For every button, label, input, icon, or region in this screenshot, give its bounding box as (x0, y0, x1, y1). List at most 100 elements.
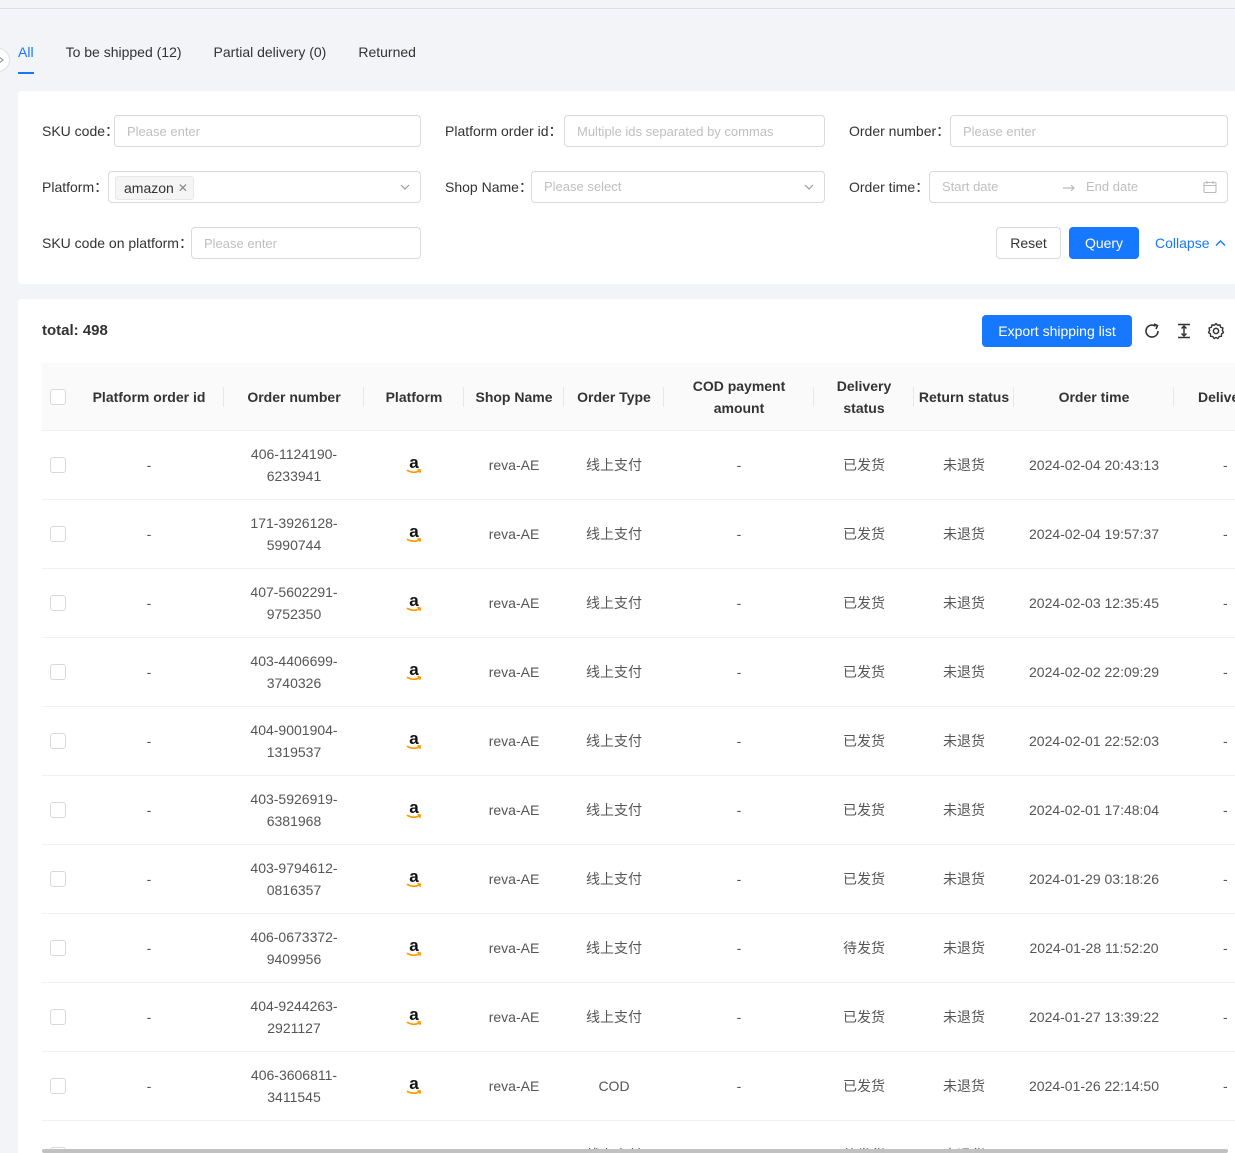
shop-name-cell: reva-AE (488, 664, 540, 680)
amazon-logo-icon: a (409, 1144, 419, 1153)
chevron-up-icon (1215, 240, 1226, 246)
delivery-status-cell: 已发货 (843, 871, 885, 887)
tab-all[interactable]: All (18, 40, 34, 74)
order-number-cell[interactable]: 406-1124190- 6233941 (224, 431, 364, 499)
chevron-down-icon (400, 184, 410, 190)
shop-name-cell: reva-AE (488, 457, 540, 473)
platform-cell: a (364, 1052, 464, 1120)
order-number-line-2: 3740326 (266, 675, 322, 691)
order-time-range-picker[interactable]: Start date End date (929, 171, 1228, 203)
column-height-icon[interactable] (1174, 321, 1194, 341)
row-checkbox-cell (42, 500, 74, 568)
refresh-icon[interactable] (1142, 321, 1162, 341)
horizontal-scrollbar[interactable] (42, 1149, 1228, 1153)
order-number-input[interactable] (950, 115, 1228, 147)
row-checkbox[interactable] (50, 595, 66, 611)
row-checkbox[interactable] (50, 871, 66, 887)
table-row[interactable]: - 406-1124190- 6233941 a reva-AE 线上支付 - … (42, 431, 1235, 500)
query-button[interactable]: Query (1069, 227, 1139, 259)
reset-button[interactable]: Reset (996, 227, 1061, 259)
row-checkbox-cell (42, 431, 74, 499)
order-number-line-2: 3411545 (267, 1089, 321, 1105)
table-row[interactable]: - 406-3606811- 3411545 a reva-AE COD - 已… (42, 1052, 1235, 1121)
row-checkbox-cell (42, 983, 74, 1051)
order-number-cell[interactable]: 404-9244263- 2921127 (224, 983, 364, 1051)
row-checkbox[interactable] (50, 940, 66, 956)
return-status-cell: 未退货 (943, 526, 985, 542)
order-number-line-1: 407-5602291- (250, 584, 338, 600)
order-number-cell[interactable]: 403-5926919- 6381968 (224, 776, 364, 844)
table-row[interactable]: - 403-4406699- 3740326 a reva-AE 线上支付 - … (42, 638, 1235, 707)
orders-table: Platform order id Order number Platform … (42, 363, 1235, 1153)
delivery-status-cell: 待发货 (843, 940, 885, 956)
order-number-line-2: 9752350 (266, 606, 322, 622)
table-row[interactable]: - 404-9001904- 1319537 a reva-AE 线上支付 - … (42, 707, 1235, 776)
order-number-cell[interactable]: 407-5602291- 9752350 (224, 569, 364, 637)
shop-name-cell: reva-AE (488, 526, 540, 542)
order-tabs: All To be shipped (12) Partial delivery … (18, 40, 448, 76)
order-number-cell[interactable]: 406-3606811- 3411545 (224, 1052, 364, 1120)
row-checkbox-cell (42, 1052, 74, 1120)
order-number-cell[interactable]: 403-4406699- 3740326 (224, 638, 364, 706)
order-time-cell: 2024-02-01 22:52:03 (1029, 733, 1159, 749)
order-type-cell: COD (598, 1078, 630, 1094)
table-row[interactable]: - 171-3926128- 5990744 a reva-AE 线上支付 - … (42, 500, 1235, 569)
shop-name-select[interactable]: Please select (531, 171, 825, 203)
row-checkbox[interactable] (50, 802, 66, 818)
select-all-checkbox[interactable] (50, 388, 66, 405)
order-time-cell: 2024-02-01 17:48:04 (1029, 802, 1159, 818)
delivery-status-cell: 已发货 (843, 802, 885, 818)
table-row[interactable]: - 403-5926919- 6381968 a reva-AE 线上支付 - … (42, 776, 1235, 845)
table-row[interactable]: - 404-9244263- 2921127 a reva-AE 线上支付 - … (42, 983, 1235, 1052)
tab-returned[interactable]: Returned (358, 44, 416, 60)
row-checkbox[interactable] (50, 1078, 66, 1094)
delivery-time-cell: - (1223, 1078, 1228, 1094)
amazon-logo-icon: a (406, 454, 422, 474)
delivery-time-cell: - (1223, 664, 1228, 680)
svg-text:a: a (409, 661, 419, 679)
row-checkbox[interactable] (50, 526, 66, 542)
settings-icon[interactable] (1206, 321, 1226, 341)
platform-tag-label: amazon (124, 180, 174, 196)
platform-select[interactable]: amazon ✕ (108, 171, 421, 203)
order-number-line-2: 5990744 (266, 537, 322, 553)
sidebar-expand-handle[interactable] (0, 48, 10, 72)
arrow-right-icon (1063, 184, 1075, 192)
end-date-placeholder[interactable]: End date (1086, 179, 1139, 194)
cod-amount-cell: - (736, 1009, 742, 1025)
order-number-cell[interactable]: 403-9794612- 0816357 (224, 845, 364, 913)
amazon-logo-icon: a (406, 523, 422, 543)
sku-code-input[interactable] (114, 115, 421, 147)
start-date-placeholder[interactable]: Start date (942, 179, 999, 194)
order-time-cell: 2024-01-26 22:14:50 (1029, 1078, 1159, 1094)
platform-tag: amazon ✕ (115, 176, 194, 200)
row-checkbox[interactable] (50, 457, 66, 473)
collapse-button[interactable]: Collapse (1155, 227, 1226, 259)
tab-partial-delivery[interactable]: Partial delivery (0) (213, 44, 327, 60)
platform-order-id-input[interactable] (564, 115, 825, 147)
row-checkbox[interactable] (50, 1009, 66, 1025)
order-number-cell[interactable]: 404-9001904- 1319537 (224, 707, 364, 775)
sku-code-platform-input[interactable] (191, 227, 421, 259)
tab-to-be-shipped[interactable]: To be shipped (12) (65, 44, 182, 60)
col-platform: Platform (364, 363, 464, 430)
table-row[interactable]: - 407-5602291- 9752350 a reva-AE 线上支付 - … (42, 569, 1235, 638)
tag-close-icon[interactable]: ✕ (177, 181, 188, 195)
order-number-cell[interactable]: 171-3926128- 5990744 (224, 500, 364, 568)
row-checkbox[interactable] (50, 733, 66, 749)
table-row[interactable]: - 406-0673372- 9409956 a reva-AE 线上支付 - … (42, 914, 1235, 983)
table-row[interactable]: - 403-9794612- 0816357 a reva-AE 线上支付 - … (42, 845, 1235, 914)
cod-amount-cell: - (736, 595, 742, 611)
delivery-status-cell: 已发货 (843, 664, 885, 680)
platform-label: Platform： (42, 179, 109, 195)
export-shipping-list-button[interactable]: Export shipping list (982, 315, 1132, 347)
order-number-line-1: 403-9794612- (250, 860, 338, 876)
platform-order-id-cell: - (146, 940, 152, 956)
order-number-cell[interactable]: 406-0673372- 9409956 (224, 914, 364, 982)
row-checkbox[interactable] (50, 664, 66, 680)
calendar-icon (1203, 181, 1217, 194)
order-number-line-1: 406-1124190- (250, 446, 338, 462)
col-order-time: Order time (1014, 363, 1174, 430)
select-all-cell (42, 363, 74, 430)
expand-arrow-icon (0, 56, 4, 64)
